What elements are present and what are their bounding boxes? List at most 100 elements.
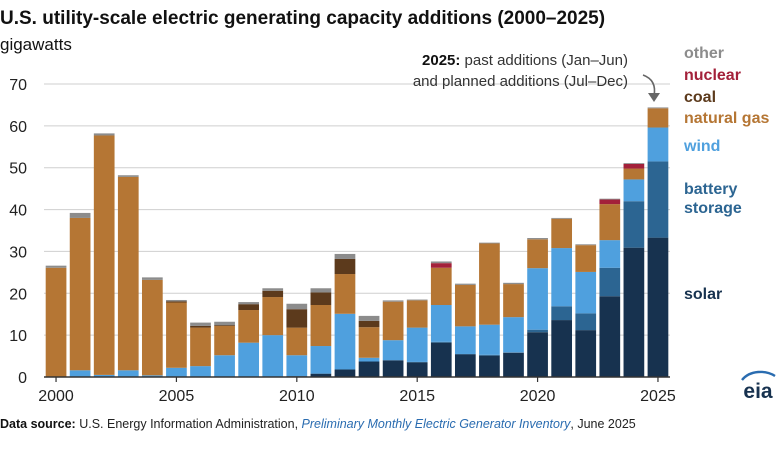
bar-segment-battery: [479, 354, 500, 356]
bar-segment-solar: [406, 362, 428, 377]
bar-segment-other: [358, 315, 380, 321]
annotation-arrow: [642, 74, 660, 102]
bar-segment-other: [551, 217, 573, 219]
logo-text: eia: [743, 380, 773, 402]
unit-label: gigawatts: [0, 35, 72, 54]
bar-segment-other: [503, 282, 524, 285]
annotation-line2: and planned additions (Jul–Dec): [412, 73, 628, 90]
legend-battery-storage: battery storage: [684, 180, 742, 218]
legend-solar: solar: [684, 286, 723, 303]
x-tick-label: 2015: [399, 388, 435, 405]
y-tick-label: 0: [18, 370, 27, 387]
bar-segment-natural-gas: [262, 297, 284, 336]
bar-segment-coal: [238, 304, 260, 311]
bar-segment-battery: [647, 161, 669, 238]
bar-segment-solar: [382, 360, 404, 377]
y-tick-label: 30: [9, 244, 27, 261]
bar-segment-wind: [527, 268, 548, 330]
bar-segment-natural-gas: [93, 135, 115, 375]
source-org: U.S. Energy Information Administration,: [75, 417, 302, 431]
bar-segment-solar: [647, 237, 669, 377]
y-tick-label: 60: [9, 119, 27, 136]
bar-segment-natural-gas: [479, 243, 500, 325]
bar-segment-wind: [454, 326, 476, 354]
bar-segment-natural-gas: [358, 327, 380, 358]
bar-segment-coal: [358, 320, 380, 328]
source-label: Data source:: [0, 417, 76, 431]
arrow-head: [648, 93, 660, 102]
bar-segment-natural-gas: [238, 310, 260, 343]
logo-swoosh: [741, 370, 776, 381]
bar-segment-battery: [527, 329, 548, 333]
bar-segment-wind: [406, 327, 428, 362]
bar-segment-coal: [262, 290, 284, 298]
legend-battery-line2: storage: [684, 200, 742, 217]
bar-segment-battery: [623, 201, 645, 248]
bar-segment-wind: [166, 367, 187, 377]
x-tick-label: 2020: [520, 388, 556, 405]
bar-segment-other: [238, 302, 260, 305]
bar-segment-solar: [503, 352, 524, 377]
bar-segment-battery: [575, 313, 597, 331]
bar-segment-other: [575, 244, 597, 246]
bars: [45, 107, 669, 377]
legend-other: other: [684, 45, 724, 62]
bar-segment-wind: [190, 366, 211, 377]
bar-segment-other: [599, 198, 621, 200]
x-tick-label: 2000: [38, 388, 74, 405]
bar-segment-battery: [551, 306, 573, 321]
bar-segment-nuclear: [430, 263, 452, 268]
arrow-curve: [642, 74, 656, 97]
bar-segment-natural-gas: [286, 327, 308, 356]
bar-segment-coal: [286, 309, 308, 328]
bar-segment-other: [93, 133, 115, 136]
bar-segment-natural-gas: [527, 239, 548, 269]
x-tick-label: 2005: [159, 388, 195, 405]
bar-segment-solar: [310, 373, 332, 377]
bar-segment-other: [454, 283, 476, 285]
bar-segment-solar: [479, 355, 500, 377]
bar-segment-coal: [166, 301, 187, 303]
annotation: 2025: past additions (Jan–Jun) and plann…: [376, 50, 628, 92]
eia-logo: eia: [741, 370, 776, 402]
bar-segment-natural-gas: [599, 204, 621, 241]
bar-segment-battery: [599, 267, 621, 297]
annotation-colon: :: [455, 52, 461, 69]
bar-segment-other: [141, 277, 163, 280]
bar-segment-coal: [190, 325, 211, 328]
annotation-year: 2025: [422, 52, 456, 69]
bar-segment-other: [166, 299, 187, 302]
bar-segment-natural-gas: [503, 284, 524, 318]
bar-segment-other: [479, 242, 500, 244]
legend-nuclear: nuclear: [684, 67, 741, 84]
bar-segment-coal: [310, 292, 332, 306]
y-tick-label: 40: [9, 203, 27, 220]
bar-segment-wind: [334, 313, 356, 370]
bar-segment-natural-gas: [141, 279, 163, 376]
bar-segment-wind: [286, 355, 308, 377]
bar-segment-natural-gas: [575, 245, 597, 272]
y-tick-label: 20: [9, 286, 27, 303]
bar-segment-natural-gas: [454, 284, 476, 327]
bar-segment-wind: [310, 346, 332, 374]
bar-segment-wind: [238, 342, 260, 377]
bar-segment-natural-gas: [647, 108, 669, 128]
bar-segment-solar: [551, 320, 573, 377]
source-date: , June 2025: [570, 417, 636, 431]
bar-segment-solar: [527, 332, 548, 377]
bar-segment-wind: [623, 179, 645, 202]
data-source: Data source: U.S. Energy Information Adm…: [0, 417, 636, 431]
bar-segment-natural-gas: [623, 168, 645, 180]
bar-segment-wind: [262, 335, 284, 377]
y-tick-label: 10: [9, 328, 27, 345]
bar-segment-wind: [479, 324, 500, 355]
bar-segment-other: [45, 265, 67, 268]
bar-segment-solar: [358, 361, 380, 377]
bar-segment-wind: [551, 248, 573, 307]
bar-segment-natural-gas: [117, 176, 139, 371]
bar-segment-wind: [503, 317, 524, 353]
legend-natural-gas: natural gas: [684, 110, 770, 127]
bar-segment-other: [117, 175, 139, 177]
bar-segment-other: [69, 212, 91, 218]
